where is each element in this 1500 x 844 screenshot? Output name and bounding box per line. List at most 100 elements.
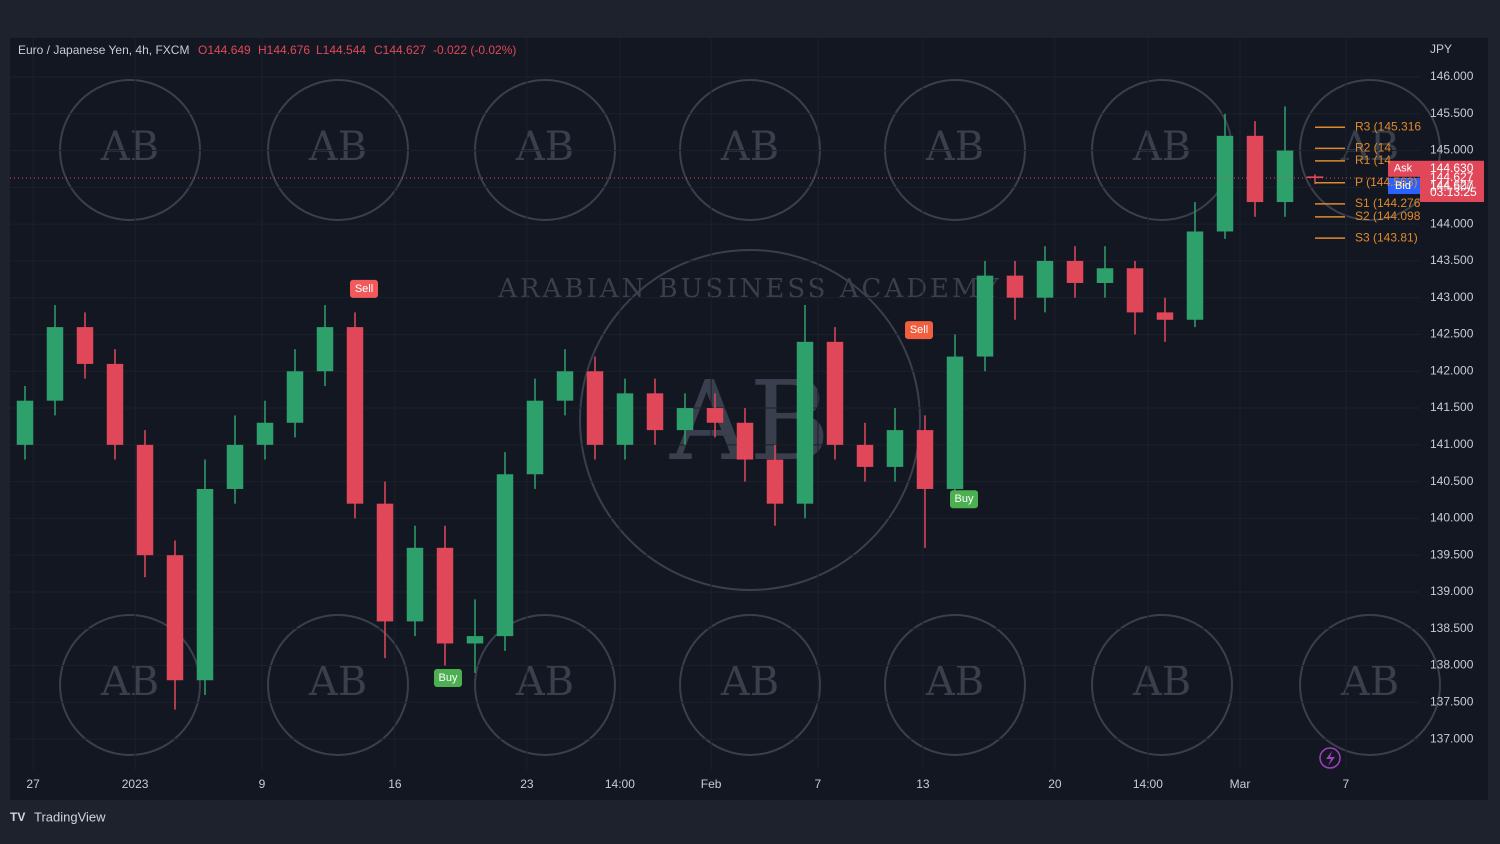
watermark-circle — [474, 79, 616, 221]
pivot-label: R3 (145.316 — [1355, 119, 1421, 133]
candle-body — [646, 393, 664, 431]
candle-body — [886, 430, 904, 467]
x-tick-label: Feb — [701, 777, 722, 791]
y-tick-label: 145.500 — [1430, 106, 1474, 120]
plot — [10, 106, 1484, 710]
candle-body — [1246, 135, 1264, 203]
candle-body — [766, 459, 784, 504]
watermark-circle — [474, 614, 616, 756]
y-tick-label: 138.500 — [1430, 621, 1474, 635]
watermark-logo: AB — [308, 659, 367, 705]
x-tick-label: 13 — [916, 777, 930, 791]
candle-body — [406, 547, 424, 622]
y-tick-label: 144.000 — [1430, 216, 1474, 230]
candle-body — [1006, 275, 1024, 298]
candle-body — [526, 400, 544, 475]
candle-body — [1216, 135, 1234, 232]
candle-body — [106, 363, 124, 445]
last-price-label: 144.627 — [1430, 170, 1474, 184]
watermark-circle — [267, 614, 409, 756]
bid-name: Bid — [1395, 180, 1411, 192]
watermark-circle — [1299, 614, 1441, 756]
watermark-circle — [679, 79, 821, 221]
y-tick-label: 144.500 — [1430, 180, 1474, 194]
pivot-label: S1 (144.276 — [1355, 196, 1421, 210]
grid — [10, 38, 1420, 770]
brand: TradingView — [34, 809, 106, 824]
candle-body — [76, 327, 94, 364]
watermark-logo: AB — [925, 124, 984, 170]
candle-body — [376, 503, 394, 622]
y-tick-label: 145.000 — [1430, 143, 1474, 157]
open: O144.649 — [198, 43, 251, 57]
watermark-circle — [59, 614, 201, 756]
watermark-logo: AB — [720, 124, 779, 170]
y-tick-label: 143.500 — [1430, 253, 1474, 267]
signal — [950, 490, 978, 509]
watermark-logo: AB — [1132, 124, 1191, 170]
candle-body — [736, 422, 754, 460]
ask-name: Ask — [1394, 163, 1413, 175]
x-tick-label: 16 — [388, 777, 402, 791]
candle-body — [586, 371, 604, 445]
ask-price: 144.630 — [1430, 161, 1474, 175]
candle-body — [1096, 268, 1114, 283]
watermark-logo: AB — [100, 659, 159, 705]
candle-body — [706, 408, 724, 423]
bid-price: 144.627 — [1430, 178, 1474, 192]
watermark-logo: AB — [308, 124, 367, 170]
x-tick-label: Mar — [1230, 777, 1251, 791]
y-tick-label: 141.000 — [1430, 437, 1474, 451]
watermark-circle — [1299, 79, 1441, 221]
watermark-logo: AB — [100, 124, 159, 170]
candle-body — [1186, 231, 1204, 320]
y-tick-label: 138.000 — [1430, 658, 1474, 672]
watermark-circle — [267, 79, 409, 221]
alert-bolt — [1326, 751, 1335, 766]
candle-body — [436, 547, 454, 644]
signal — [434, 669, 462, 688]
pivot-label: R2 (14 — [1355, 141, 1391, 155]
change: -0.022 (-0.02%) — [433, 43, 516, 57]
watermark-logo: AB — [720, 659, 779, 705]
watermark-logo: AB — [1132, 659, 1191, 705]
candle-body — [1066, 260, 1084, 283]
watermark-logo: AB — [515, 124, 574, 170]
candle-body — [946, 356, 964, 489]
signal — [905, 321, 933, 340]
y-tick-label: 139.000 — [1430, 584, 1474, 598]
x-tick-label: 27 — [26, 777, 40, 791]
candle-body — [196, 488, 214, 681]
watermark-circle — [1091, 614, 1233, 756]
candle-body — [1276, 150, 1294, 203]
watermark-center-text: ARABIAN BUSINESS ACADEMY — [497, 274, 1002, 304]
currency: JPY — [1430, 42, 1452, 56]
high: H144.676 — [258, 43, 310, 57]
symbol: Euro / Japanese Yen, 4h, FXCM — [18, 43, 189, 57]
countdown: 03:13:25 — [1430, 185, 1477, 199]
watermark-circle — [679, 614, 821, 756]
signal-label: Buy — [955, 493, 974, 505]
y-tick-label: 140.500 — [1430, 474, 1474, 488]
logo-mark: TV — [10, 810, 25, 824]
low: L144.544 — [316, 43, 366, 57]
candle-body — [556, 371, 574, 401]
watermark-circle — [59, 79, 201, 221]
watermark-logo: AB — [515, 659, 574, 705]
y-tick-label: 142.500 — [1430, 327, 1474, 341]
y-tick-label: 139.500 — [1430, 547, 1474, 561]
signal-label: Sell — [910, 324, 928, 336]
x-tick-label: 9 — [259, 777, 266, 791]
pivot-label: R1 (14 — [1355, 153, 1391, 167]
x-tick-label: 2023 — [122, 777, 149, 791]
watermark-circle — [884, 614, 1026, 756]
x-tick-label: 23 — [520, 777, 534, 791]
pivot-label: S3 (143.81) — [1355, 230, 1418, 244]
alert-icon[interactable] — [1319, 747, 1341, 769]
x-tick-label: 7 — [815, 777, 822, 791]
y-tick-label: 140.000 — [1430, 511, 1474, 525]
candle-body — [856, 444, 874, 467]
x-tick-label: 7 — [1343, 777, 1350, 791]
